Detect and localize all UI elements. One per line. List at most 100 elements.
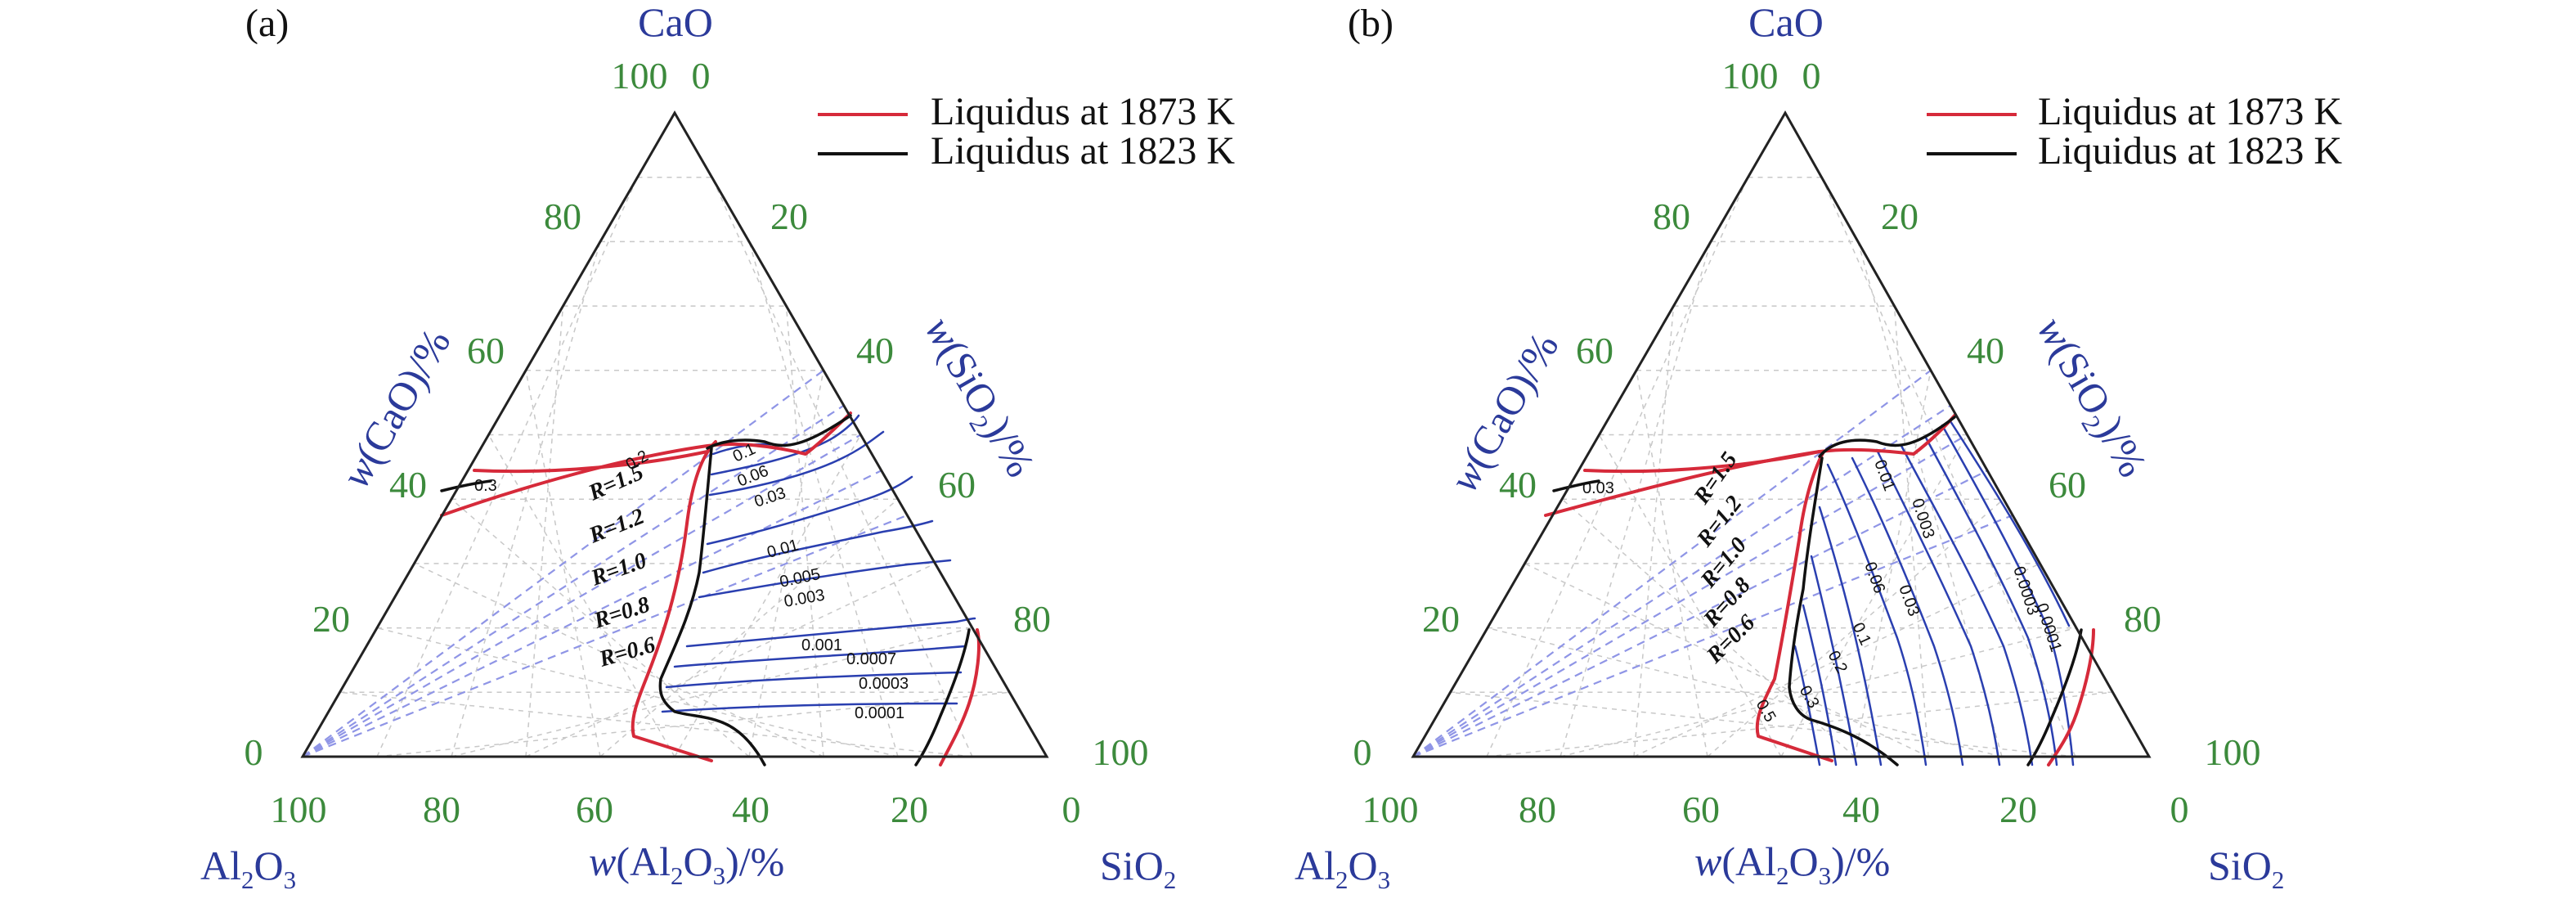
tick-bottom-b: 0 [2170, 789, 2189, 830]
legend-label-1873-a: Liquidus at 1873 K [931, 90, 1235, 133]
axis-label-sio2-a: w(SiO2)/% [911, 309, 1043, 488]
contour-label-a: 0.01 [765, 537, 801, 562]
tick-right-b: 60 [2049, 464, 2086, 506]
tick-left-a: 80 [544, 196, 581, 237]
r-ratio-line [1412, 404, 1951, 757]
liquidus-1873-curve [2047, 628, 2095, 766]
grid-line [339, 691, 973, 757]
tick-left-b: 20 [1422, 598, 1460, 640]
iso-contour-line [1941, 424, 2075, 766]
triangle-outline-b [1411, 110, 2152, 758]
tick-right-a: 60 [938, 464, 976, 506]
tick-right-a: 80 [1013, 598, 1051, 640]
ternary-panel-b: (b) CaO Al2O3 SiO2 w(CaO)/% w(SiO2)/% w(… [1295, 0, 2342, 894]
grid-line [1598, 434, 1782, 757]
grid-line [1450, 691, 2076, 757]
tick-right-a: 40 [856, 330, 894, 371]
grid-line [1780, 434, 1968, 757]
triangle-outline-a [300, 110, 1049, 758]
grid-line [414, 563, 824, 757]
r-ratio-lines-b [1412, 369, 2013, 758]
legend-label-1823-a: Liquidus at 1823 K [931, 129, 1235, 173]
liquidus-1823-curve [914, 628, 971, 766]
tick-left-b: 100 [1722, 55, 1779, 97]
grid-lines-b [1450, 176, 2113, 757]
r-ratio-line [302, 369, 824, 757]
iso-contour-line [1793, 645, 1821, 766]
tick-bottom-b: 20 [1999, 789, 2037, 830]
grid-line [1487, 627, 2003, 757]
ticks-bottom-a: 100 80 60 40 20 0 [271, 789, 1081, 830]
grid-line [376, 691, 1010, 757]
apex-label-al2o3-b: Al2O3 [1295, 843, 1390, 894]
r-ratio-line [302, 470, 882, 757]
tick-right-b: 40 [1967, 330, 2004, 371]
iso-contour-line [665, 671, 963, 689]
tick-right-a: 0 [692, 55, 711, 97]
grid-line [785, 306, 824, 757]
axis-label-al2o3-a: w(Al2O3)/% [589, 838, 784, 890]
grid-line [1486, 177, 1749, 757]
r-ratio-line [302, 404, 845, 757]
iso-contour-line [1818, 506, 1883, 766]
contour-labels-b: 0.03 0.01 0.003 0.0003 0.0001 0.06 0.03 … [1582, 457, 2065, 725]
panel-letter-b: (b) [1348, 2, 1393, 45]
r-label-a: R=0.6 [595, 632, 657, 672]
tick-left-a: 40 [389, 464, 427, 506]
contour-label-b: 0.03 [1582, 479, 1614, 497]
r-ratio-line [1412, 514, 2013, 758]
iso-contour-line [702, 519, 934, 574]
r-ratio-line [1412, 470, 1988, 757]
tick-left-b: 60 [1576, 330, 1613, 371]
contour-label-b: 0.3 [1796, 683, 1823, 712]
grid-line [1820, 177, 2076, 757]
contour-lines-a [661, 414, 976, 713]
liquidus-1823-curve [2026, 628, 2083, 766]
tick-left-a: 20 [312, 598, 350, 640]
iso-contour-line [708, 430, 885, 497]
legend-label-1823-b: Liquidus at 1823 K [2038, 129, 2342, 173]
legend-label-1873-b: Liquidus at 1873 K [2038, 90, 2342, 133]
tick-bottom-a: 0 [1062, 789, 1081, 830]
iso-contour-line [673, 645, 967, 668]
legend-a: Liquidus at 1873 K Liquidus at 1823 K [818, 90, 1235, 173]
legend-b: Liquidus at 1873 K Liquidus at 1823 K [1927, 90, 2342, 173]
grid-line [1893, 306, 1929, 757]
tick-bottom-b: 80 [1519, 789, 1556, 830]
liquidus-1873-curve [473, 450, 709, 474]
r-ratio-lines-a [302, 369, 908, 758]
iso-contour-line [1802, 604, 1838, 766]
grid-line [487, 434, 675, 757]
ternary-panel-a: (a) CaO Al2O3 SiO2 w(CaO)/% w(SiO2)/% w(… [200, 0, 1235, 894]
liquidus-1823-curve [1788, 456, 1899, 766]
tick-bottom-a: 60 [576, 789, 613, 830]
liquidus-1823-curve [440, 479, 492, 492]
ticks-right-a: 0 20 40 60 80 100 [692, 55, 1149, 773]
iso-contour-line [706, 475, 913, 546]
grid-line [376, 627, 899, 757]
ticks-right-b: 0 20 40 60 80 100 [1802, 55, 2261, 773]
tick-right-a: 100 [1093, 731, 1149, 773]
liquidus-1873-curve [1583, 450, 1821, 474]
iso-contour-line [1900, 444, 2034, 766]
grid-line [1633, 563, 2040, 757]
axis-label-sio2-b: w(SiO2)/% [2023, 309, 2156, 488]
grid-line [1560, 627, 2077, 757]
liquidus-curves-b [1544, 414, 2095, 766]
liquidus-1873-curve [1544, 414, 1956, 517]
iso-contour-line [1851, 456, 1964, 766]
tick-bottom-b: 40 [1842, 789, 1880, 830]
tick-left-b: 40 [1499, 464, 1537, 506]
r-ratio-line [302, 514, 908, 758]
liquidus-1873-curve [939, 628, 981, 766]
apex-label-cao-b: CaO [1748, 0, 1824, 45]
contour-label-a: 0.0003 [859, 675, 909, 693]
contour-label-b: 0.06 [1860, 560, 1888, 596]
liquidus-1823-curve [1818, 416, 1956, 458]
r-ratio-line [1412, 434, 1968, 757]
contour-label-a: 0.03 [752, 484, 788, 511]
liquidus-1823-curve [658, 447, 766, 766]
apex-label-sio2-b: SiO2 [2208, 843, 2284, 894]
apex-label-cao-a: CaO [638, 0, 713, 45]
contour-label-a: 0.001 [801, 636, 842, 654]
